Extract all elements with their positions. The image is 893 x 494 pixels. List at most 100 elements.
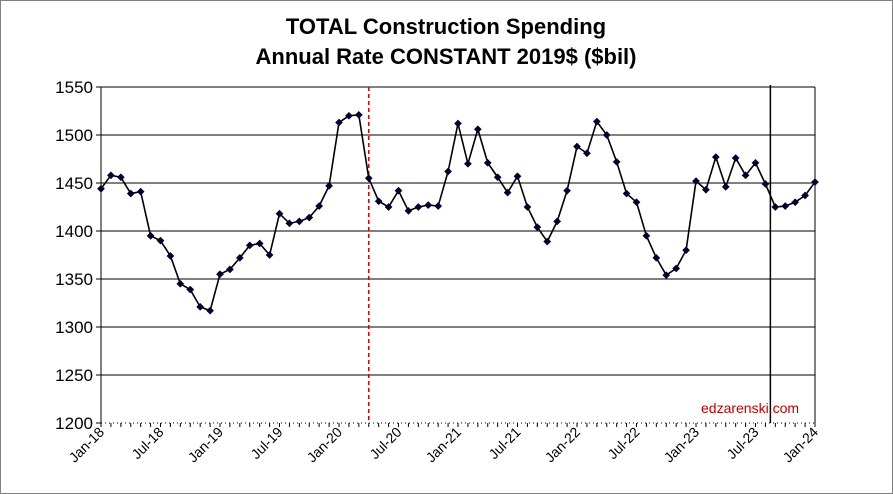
data-point [721,182,730,191]
data-point [344,111,353,120]
data-point [414,203,423,211]
x-tick-label: Jan-20 [304,424,346,466]
data-point [126,189,135,198]
data-point [771,203,780,211]
data-point [285,219,294,228]
data-point [811,178,819,186]
data-point [483,158,492,167]
data-point [731,154,740,162]
chart-title-line-1: TOTAL Construction Spending [286,14,606,39]
y-tick-label: 1550 [55,78,93,97]
x-tick-label: Jul-20 [366,424,404,462]
data-point [335,118,343,127]
data-point [761,180,770,188]
data-point [553,217,562,226]
data-point [404,206,413,215]
chart-title-line-2: Annual Rate CONSTANT 2019$ ($bil) [256,44,637,69]
y-tick-label: 1500 [55,126,93,145]
data-point [533,223,542,232]
y-tick-label: 1200 [55,414,93,433]
x-tick-label: Jan-21 [423,424,465,466]
data-point [503,188,512,197]
x-tick-label: Jul-21 [485,424,523,462]
data-point [463,159,472,168]
data-point [513,172,522,181]
data-point [493,173,502,182]
data-point [106,171,115,180]
data-point [245,241,254,250]
data-point [235,253,244,262]
data-point [216,270,224,279]
data-point [374,197,383,206]
y-tick-label: 1450 [55,174,93,193]
data-point [394,186,403,195]
data-point [136,187,145,196]
data-point [582,149,591,158]
data-point [454,119,462,128]
data-point [166,252,175,260]
data-point [146,231,155,240]
data-point [275,209,284,218]
data-point [682,246,691,255]
data-point [652,253,661,262]
data-point [632,198,641,207]
x-tick-label: Jan-24 [780,424,822,466]
data-point [602,131,611,139]
data-point [801,191,810,200]
x-tick-label: Jan-23 [661,424,703,466]
data-point [711,153,720,162]
data-point [364,174,373,183]
x-tick-label: Jan-22 [542,424,584,466]
data-point [662,271,671,280]
y-tick-label: 1250 [55,366,93,385]
data-point [156,236,165,245]
watermark: edzarenski.com [701,400,799,416]
data-point [751,158,760,167]
data-point [444,167,453,176]
data-point [543,237,552,246]
gridlines [101,86,815,376]
data-point [523,203,532,211]
data-point [741,171,750,180]
data-point [622,189,631,198]
data-point [573,142,581,151]
data-point [592,117,601,126]
data-point [97,184,105,193]
data-series [97,110,819,315]
series-line [100,113,816,312]
x-tick-label: Jul-18 [128,424,166,462]
data-point [325,181,334,190]
data-point [384,203,393,211]
data-point [424,201,433,210]
data-point [672,264,681,273]
axes [96,86,816,427]
data-point [434,202,443,210]
data-point [255,239,264,248]
y-tick-label: 1350 [55,270,93,289]
data-point [781,202,790,210]
data-point [206,306,215,315]
data-point [196,302,205,311]
data-point [473,125,482,134]
data-point [176,279,185,288]
data-point [186,285,195,294]
x-tick-label: Jul-23 [723,424,761,462]
data-point [642,231,651,240]
x-tick-label: Jul-22 [604,424,642,462]
data-point [225,265,234,274]
data-point [116,173,125,182]
y-tick-label: 1300 [55,318,93,337]
x-tick-label: Jan-19 [185,424,227,466]
reference-lines [368,85,772,423]
data-point [315,202,324,210]
data-point [612,157,621,166]
x-tick-label: Jul-19 [247,424,285,462]
data-point [265,251,274,259]
data-point [701,185,710,194]
data-point [354,110,363,119]
data-point [305,213,314,222]
y-tick-label: 1400 [55,222,93,241]
data-point [692,177,700,186]
